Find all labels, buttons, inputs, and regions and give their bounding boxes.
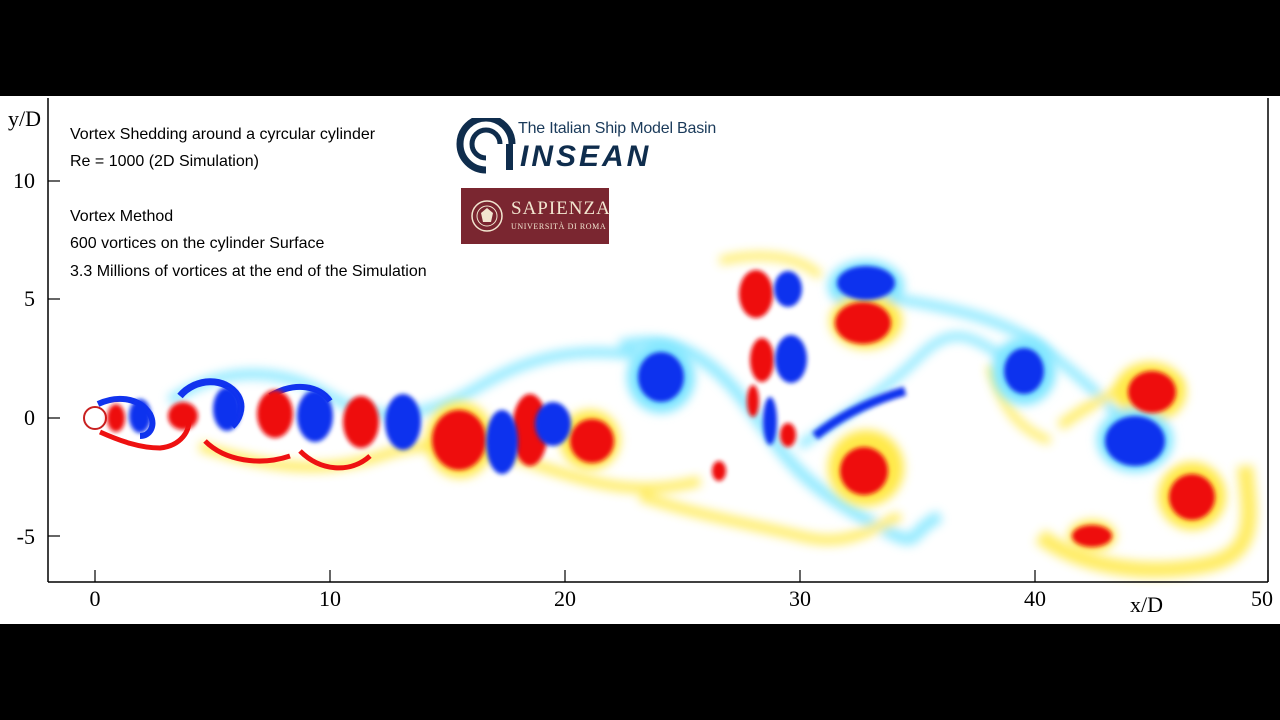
cylinder (83, 406, 107, 430)
simulation-frame: Vortex Shedding around a cyrcular cylind… (0, 96, 1280, 624)
x-tick-label: 50 (1251, 586, 1273, 611)
x-tick-label: 10 (319, 586, 341, 611)
insean-emblem-icon (456, 114, 516, 174)
x-tick-label: 20 (554, 586, 576, 611)
y-axis-label: y/D (8, 106, 41, 131)
title-line-3: Vortex Method (70, 208, 174, 225)
positive-vortices (107, 270, 1215, 547)
y-tick-label: 5 (24, 286, 35, 311)
title-line-4: 600 vortices on the cylinder Surface (70, 235, 325, 252)
axes-frame (47, 98, 1269, 583)
x-tick-label: 40 (1024, 586, 1046, 611)
x-tick-label: 30 (789, 586, 811, 611)
negative-vortices (129, 266, 1165, 474)
vorticity-field (47, 98, 1269, 583)
insean-subtitle: The Italian Ship Model Basin (518, 120, 717, 137)
sapienza-seal-icon (471, 200, 503, 232)
sapienza-name: SAPIENZA (511, 198, 611, 219)
insean-logo: The Italian Ship Model Basin INSEAN (456, 114, 717, 176)
y-tick-label: 0 (24, 405, 35, 430)
axis-ticks (48, 180, 1269, 582)
insean-name: INSEAN (520, 140, 652, 173)
title-line-1: Vortex Shedding around a cyrcular cylind… (70, 126, 376, 143)
title-line-5: 3.3 Millions of vortices at the end of t… (70, 263, 427, 280)
sapienza-university: UNIVERSITÀ DI ROMA (511, 222, 607, 231)
x-axis-label: x/D (1130, 592, 1163, 617)
y-tick-label: 10 (13, 168, 35, 193)
y-tick-label: -5 (16, 524, 35, 549)
x-tick-label: 0 (89, 586, 101, 611)
title-line-2: Re = 1000 (2D Simulation) (70, 153, 259, 170)
sapienza-logo: SAPIENZA UNIVERSITÀ DI ROMA (461, 188, 611, 244)
